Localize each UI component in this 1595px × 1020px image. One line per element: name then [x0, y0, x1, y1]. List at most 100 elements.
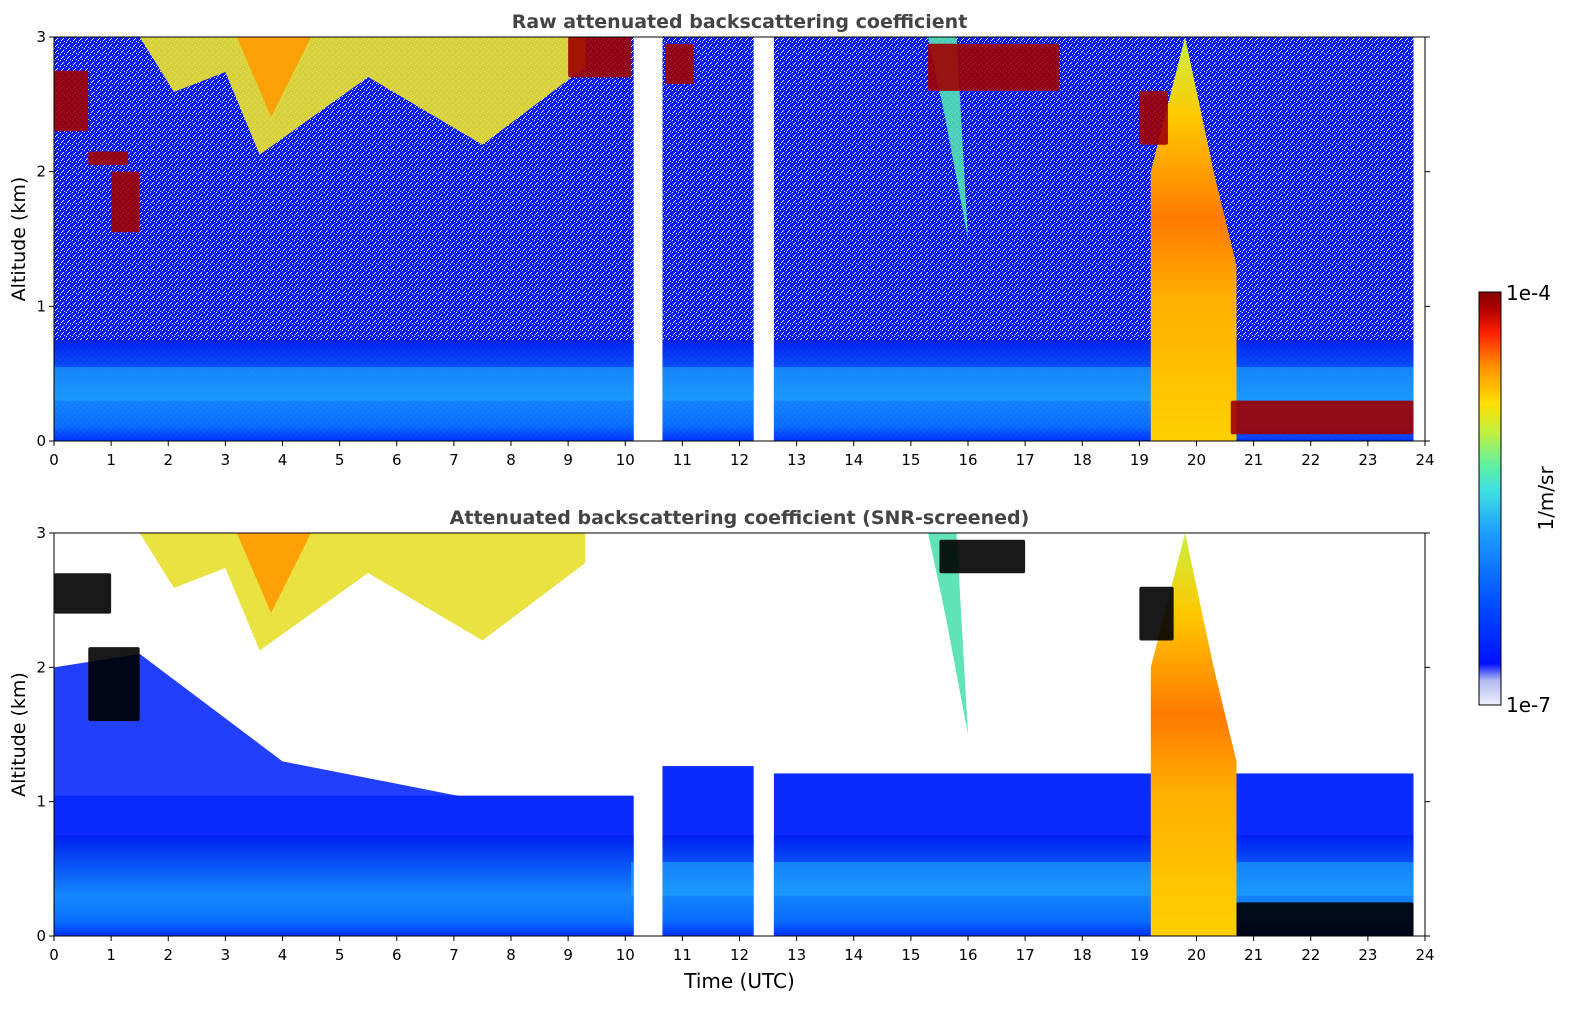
x-tick-label: 1: [106, 946, 116, 964]
y-axis-label: Altitude (km): [8, 177, 30, 302]
y-tick-label: 2: [36, 658, 46, 676]
x-tick-label: 1: [106, 451, 116, 469]
colorbar: 1e-4 1e-7 1/m/sr: [1478, 281, 1558, 717]
colorbar-gradient: [1478, 291, 1502, 706]
aerosol-layer: [773, 862, 1414, 896]
x-tick-label: 16: [958, 946, 977, 964]
x-tick-label: 8: [506, 946, 516, 964]
x-tick-label: 22: [1301, 946, 1320, 964]
x-tick-label: 17: [1016, 451, 1035, 469]
cloud-layer: [1236, 902, 1414, 936]
cloud-layer: [928, 43, 1060, 91]
x-tick-label: 21: [1244, 946, 1263, 964]
x-tick-label: 12: [730, 946, 749, 964]
x-tick-label: 8: [506, 451, 516, 469]
y-tick-label: 0: [36, 927, 46, 945]
data-gap: [753, 533, 774, 936]
x-tick-label: 2: [163, 946, 173, 964]
x-tick-label: 13: [787, 946, 806, 964]
aerosol-layer: [773, 366, 1414, 401]
aerosol-layer: [54, 366, 634, 401]
data-gap: [633, 37, 663, 441]
x-tick-label: 9: [563, 946, 573, 964]
data-gap: [753, 37, 774, 441]
cloud-layer: [568, 37, 631, 78]
x-tick-label: 11: [673, 946, 692, 964]
x-tick-label: 14: [844, 451, 863, 469]
x-tick-label: 18: [1073, 946, 1092, 964]
y-tick-label: 2: [36, 163, 46, 181]
x-tick-label: 24: [1415, 451, 1434, 469]
panel-title: Raw attenuated backscattering coefficien…: [512, 11, 968, 33]
x-tick-label: 7: [449, 451, 459, 469]
x-tick-label: 3: [221, 946, 231, 964]
cloud-layer: [1139, 586, 1174, 641]
x-tick-label: 11: [673, 451, 692, 469]
cloud-layer: [939, 539, 1026, 574]
x-tick-label: 24: [1415, 946, 1434, 964]
heatmap-area: [54, 37, 1425, 441]
x-tick-label: 10: [616, 451, 635, 469]
cloud-layer: [54, 70, 89, 132]
y-tick-label: 1: [36, 297, 46, 315]
panel-2: 0 1 2 3 4 5 6 7 8 9 10 11 12 13 14 15 16 17 18 19 20 21 22 23 24…: [8, 507, 1435, 993]
x-tick-label: 3: [221, 451, 231, 469]
cloud-layer: [88, 151, 129, 165]
x-tick-label: 6: [392, 946, 402, 964]
x-tick-label: 10: [616, 946, 635, 964]
x-tick-label: 21: [1244, 451, 1263, 469]
cloud-layer: [1230, 400, 1414, 435]
x-tick-label: 19: [1130, 451, 1149, 469]
cloud-layer: [88, 647, 140, 722]
x-tick-label: 16: [958, 451, 977, 469]
x-tick-label: 17: [1016, 946, 1035, 964]
panel-1: 0 1 2 3 4 5 6 7 8 9 10 11 12 13 14 15 16 17 18 19 20 21 22 23 24…: [8, 11, 1435, 469]
cirrus-fall-streak: [928, 533, 968, 735]
x-axis-label: Time (UTC): [683, 969, 795, 993]
y-tick-label: 3: [36, 28, 46, 46]
x-tick-label: 6: [392, 451, 402, 469]
x-tick-label: 5: [335, 946, 345, 964]
panels: 0 1 2 3 4 5 6 7 8 9 10 11 12 13 14 15 16 17 18 19 20 21 22 23 24…: [8, 11, 1435, 993]
x-tick-label: 15: [901, 946, 920, 964]
colorbar-label: 1/m/sr: [1534, 466, 1558, 531]
x-tick-label: 20: [1187, 451, 1206, 469]
x-tick-label: 2: [163, 451, 173, 469]
boundary-layer: [54, 835, 631, 936]
x-tick-label: 23: [1358, 946, 1377, 964]
x-tick-label: 14: [844, 946, 863, 964]
panel-title: Attenuated backscattering coefficient (S…: [450, 507, 1030, 529]
cloud-layer: [54, 573, 112, 614]
x-tick-label: 0: [49, 451, 59, 469]
x-tick-label: 4: [278, 451, 288, 469]
cirrus-core: [236, 37, 312, 117]
x-tick-label: 19: [1130, 946, 1149, 964]
y-axis-label: Altitude (km): [8, 672, 30, 797]
evening-plume: [1150, 37, 1237, 441]
y-tick-label: 3: [36, 524, 46, 542]
x-tick-label: 7: [449, 946, 459, 964]
data-gap: [633, 533, 663, 936]
x-tick-label: 4: [278, 946, 288, 964]
aerosol-layer: [662, 366, 754, 401]
heatmap-area: [54, 533, 1425, 936]
x-tick-label: 5: [335, 451, 345, 469]
x-tick-label: 15: [901, 451, 920, 469]
aerosol-layer: [662, 862, 754, 896]
colorbar-max-label: 1e-4: [1506, 281, 1551, 305]
cloud-layer: [665, 43, 694, 85]
x-tick-label: 0: [49, 946, 59, 964]
x-tick-label: 20: [1187, 946, 1206, 964]
y-tick-label: 0: [36, 432, 46, 450]
cirrus-core: [236, 533, 312, 613]
x-tick-label: 23: [1358, 451, 1377, 469]
x-tick-label: 12: [730, 451, 749, 469]
x-tick-label: 18: [1073, 451, 1092, 469]
cloud-layer: [111, 171, 140, 233]
x-tick-label: 22: [1301, 451, 1320, 469]
cloud-layer: [1139, 90, 1168, 145]
data-gap: [1413, 533, 1425, 936]
y-tick-label: 1: [36, 793, 46, 811]
x-tick-label: 9: [563, 451, 573, 469]
